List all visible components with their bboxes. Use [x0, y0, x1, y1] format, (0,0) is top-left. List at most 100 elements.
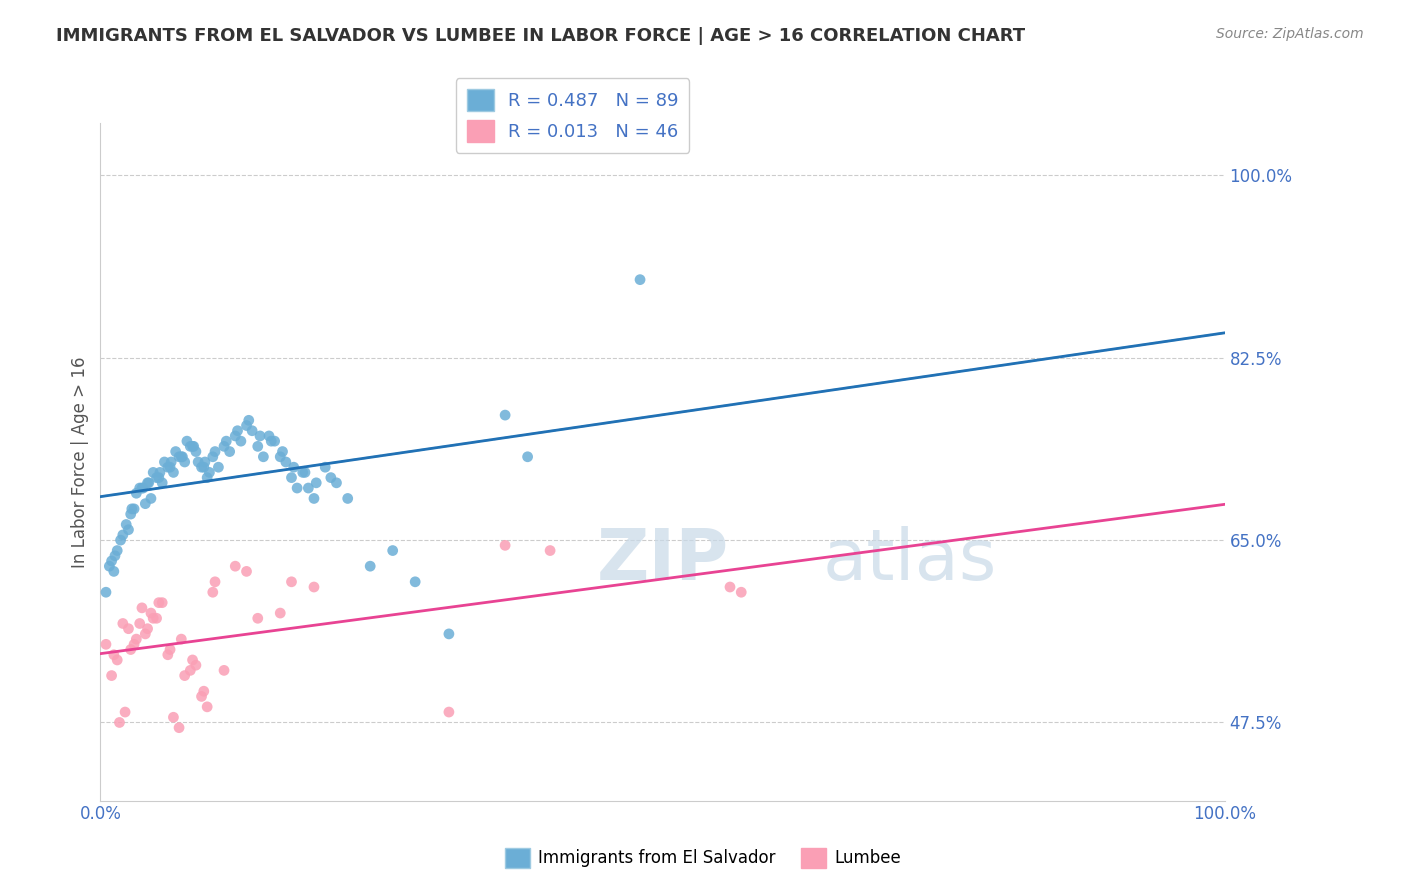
Point: [494, 538, 516, 552]
Point: [108, 715, 131, 730]
Point: [319, 470, 342, 484]
Point: [718, 580, 741, 594]
Point: [111, 528, 134, 542]
Point: [285, 481, 308, 495]
Point: [156, 648, 179, 662]
Point: [122, 637, 145, 651]
Point: [138, 475, 160, 490]
Point: [283, 460, 305, 475]
Point: [249, 429, 271, 443]
Point: [274, 455, 297, 469]
Point: [162, 710, 184, 724]
Point: [153, 455, 176, 469]
Point: [381, 543, 404, 558]
Point: [238, 413, 260, 427]
Point: [170, 450, 193, 464]
Point: [179, 439, 201, 453]
Point: [404, 574, 426, 589]
Point: [195, 470, 218, 484]
Point: [194, 455, 217, 469]
Text: ZIP: ZIP: [596, 526, 728, 596]
Point: [160, 455, 183, 469]
Point: [122, 501, 145, 516]
Point: [215, 434, 238, 449]
Point: [190, 460, 212, 475]
Point: [181, 653, 204, 667]
Point: [193, 684, 215, 698]
Point: [103, 565, 125, 579]
Point: [172, 450, 194, 464]
Text: IMMIGRANTS FROM EL SALVADOR VS LUMBEE IN LABOR FORCE | AGE > 16 CORRELATION CHAR: IMMIGRANTS FROM EL SALVADOR VS LUMBEE IN…: [56, 27, 1025, 45]
Point: [193, 460, 215, 475]
Point: [159, 642, 181, 657]
Point: [235, 565, 257, 579]
Point: [162, 466, 184, 480]
Point: [94, 637, 117, 651]
Point: [132, 481, 155, 495]
Point: [145, 611, 167, 625]
Point: [142, 611, 165, 625]
Point: [105, 653, 128, 667]
Point: [98, 559, 121, 574]
Point: [730, 585, 752, 599]
Point: [145, 470, 167, 484]
Point: [134, 627, 156, 641]
Point: [142, 466, 165, 480]
Point: [183, 439, 205, 453]
Point: [437, 627, 460, 641]
Point: [224, 429, 246, 443]
Point: [263, 434, 285, 449]
Point: [120, 507, 142, 521]
Point: [156, 460, 179, 475]
Point: [359, 559, 381, 574]
Point: [128, 616, 150, 631]
Point: [207, 460, 229, 475]
Legend: R = 0.487   N = 89, R = 0.013   N = 46: R = 0.487 N = 89, R = 0.013 N = 46: [456, 78, 689, 153]
Point: [198, 466, 221, 480]
Point: [136, 475, 159, 490]
Point: [305, 475, 328, 490]
Point: [114, 705, 136, 719]
Point: [336, 491, 359, 506]
Point: [538, 543, 561, 558]
Point: [257, 429, 280, 443]
Point: [516, 450, 538, 464]
Point: [252, 450, 274, 464]
Point: [131, 600, 153, 615]
Point: [181, 439, 204, 453]
Point: [165, 444, 187, 458]
Point: [167, 450, 190, 464]
Point: [187, 455, 209, 469]
Point: [100, 554, 122, 568]
Point: [117, 622, 139, 636]
Point: [280, 574, 302, 589]
Point: [167, 721, 190, 735]
Point: [120, 642, 142, 657]
Point: [291, 466, 314, 480]
Point: [115, 517, 138, 532]
Point: [173, 455, 195, 469]
Point: [184, 658, 207, 673]
Point: [212, 439, 235, 453]
Point: [240, 424, 263, 438]
Point: [150, 475, 173, 490]
Point: [121, 501, 143, 516]
Point: [173, 668, 195, 682]
Point: [170, 632, 193, 647]
Point: [131, 481, 153, 495]
Point: [229, 434, 252, 449]
Point: [159, 460, 181, 475]
Point: [235, 418, 257, 433]
Point: [314, 460, 336, 475]
Point: [224, 559, 246, 574]
Point: [280, 470, 302, 484]
Point: [134, 497, 156, 511]
Point: [103, 648, 125, 662]
Point: [184, 444, 207, 458]
Point: [302, 491, 325, 506]
Point: [100, 668, 122, 682]
Point: [148, 470, 170, 484]
Point: [204, 574, 226, 589]
Point: [110, 533, 132, 548]
Point: [246, 439, 269, 453]
